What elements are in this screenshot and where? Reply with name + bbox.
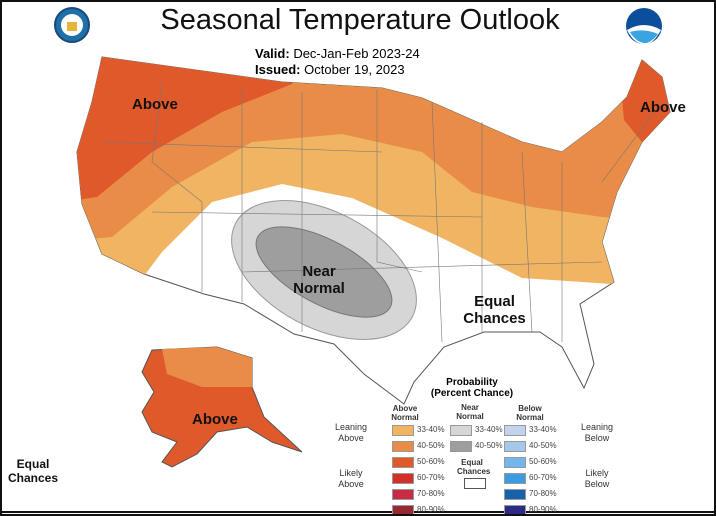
label-alaska-above: Above	[192, 411, 238, 428]
legend-range-above-0: 33-40%	[417, 425, 445, 434]
valid-line: Valid: Dec-Jan-Feb 2023-24	[255, 46, 420, 61]
legend-swatch-below-0	[504, 425, 526, 436]
label-hawaii-equal: Equal Chances	[7, 457, 59, 485]
legend-swatch-above-4	[392, 489, 414, 500]
issued-line: Issued: October 19, 2023	[255, 62, 405, 77]
legend: Probability (Percent Chance) Above Normal…	[322, 372, 622, 514]
legend-range-below-1: 40-50%	[529, 441, 557, 450]
issued-label: Issued:	[255, 62, 301, 77]
legend-range-above-2: 50-60%	[417, 457, 445, 466]
legend-equal-chances: Equal Chances	[457, 458, 491, 476]
page-title: Seasonal Temperature Outlook	[160, 4, 560, 36]
doc-seal-shield	[67, 22, 77, 31]
legend-below-header: Below Normal	[516, 404, 544, 422]
label-near-normal: Near Normal	[293, 263, 345, 297]
legend-range-above-1: 40-50%	[417, 441, 445, 450]
legend-swatch-above-2	[392, 457, 414, 468]
legend-range-near-0: 33-40%	[475, 425, 503, 434]
label-nw-above: Above	[132, 96, 178, 113]
legend-swatch-below-3	[504, 473, 526, 484]
legend-range-below-5: 80-90%	[529, 505, 557, 514]
legend-subtitle: (Percent Chance)	[430, 388, 514, 399]
legend-range-below-4: 70-80%	[529, 489, 557, 498]
legend-range-near-1: 40-50%	[475, 441, 503, 450]
legend-swatch-near-0	[450, 425, 472, 436]
legend-likely-below: Likely Below	[584, 468, 610, 489]
legend-range-below-0: 33-40%	[529, 425, 557, 434]
legend-swatch-below-5	[504, 505, 526, 514]
zone-above-50-60-ne	[617, 57, 670, 152]
issued-value: October 19, 2023	[304, 62, 405, 77]
valid-label: Valid:	[255, 46, 290, 61]
state-borders	[101, 81, 663, 343]
legend-title: Probability (Percent Chance)	[422, 377, 522, 399]
legend-swatch-near-1	[450, 441, 472, 452]
legend-swatch-equal	[464, 478, 486, 489]
legend-swatch-above-1	[392, 441, 414, 452]
legend-leaning-above: Leaning Above	[334, 422, 368, 443]
label-equal-chances: Equal Chances	[463, 293, 526, 327]
legend-range-above-3: 60-70%	[417, 473, 445, 482]
legend-swatch-below-1	[504, 441, 526, 452]
legend-likely-above: Likely Above	[338, 468, 364, 489]
legend-above-header: Above Normal	[391, 404, 419, 422]
legend-near-header: Near Normal	[456, 403, 484, 421]
legend-title-text: Probability	[446, 377, 498, 388]
legend-leaning-below: Leaning Below	[580, 422, 614, 443]
legend-swatch-above-5	[392, 505, 414, 514]
valid-value: Dec-Jan-Feb 2023-24	[293, 46, 420, 61]
legend-range-below-3: 60-70%	[529, 473, 557, 482]
label-ne-above: Above	[640, 99, 686, 116]
legend-swatch-above-3	[392, 473, 414, 484]
legend-range-below-2: 50-60%	[529, 457, 557, 466]
legend-swatch-below-2	[504, 457, 526, 468]
noaa-water	[630, 30, 658, 44]
legend-range-above-4: 70-80%	[417, 489, 445, 498]
alaska-zone-40-50	[162, 347, 252, 387]
legend-range-above-5: 80-90%	[417, 505, 445, 514]
zone-above-50-60-nw	[77, 57, 302, 202]
zone-near-40-50	[255, 226, 393, 318]
legend-swatch-above-0	[392, 425, 414, 436]
legend-swatch-below-4	[504, 489, 526, 500]
